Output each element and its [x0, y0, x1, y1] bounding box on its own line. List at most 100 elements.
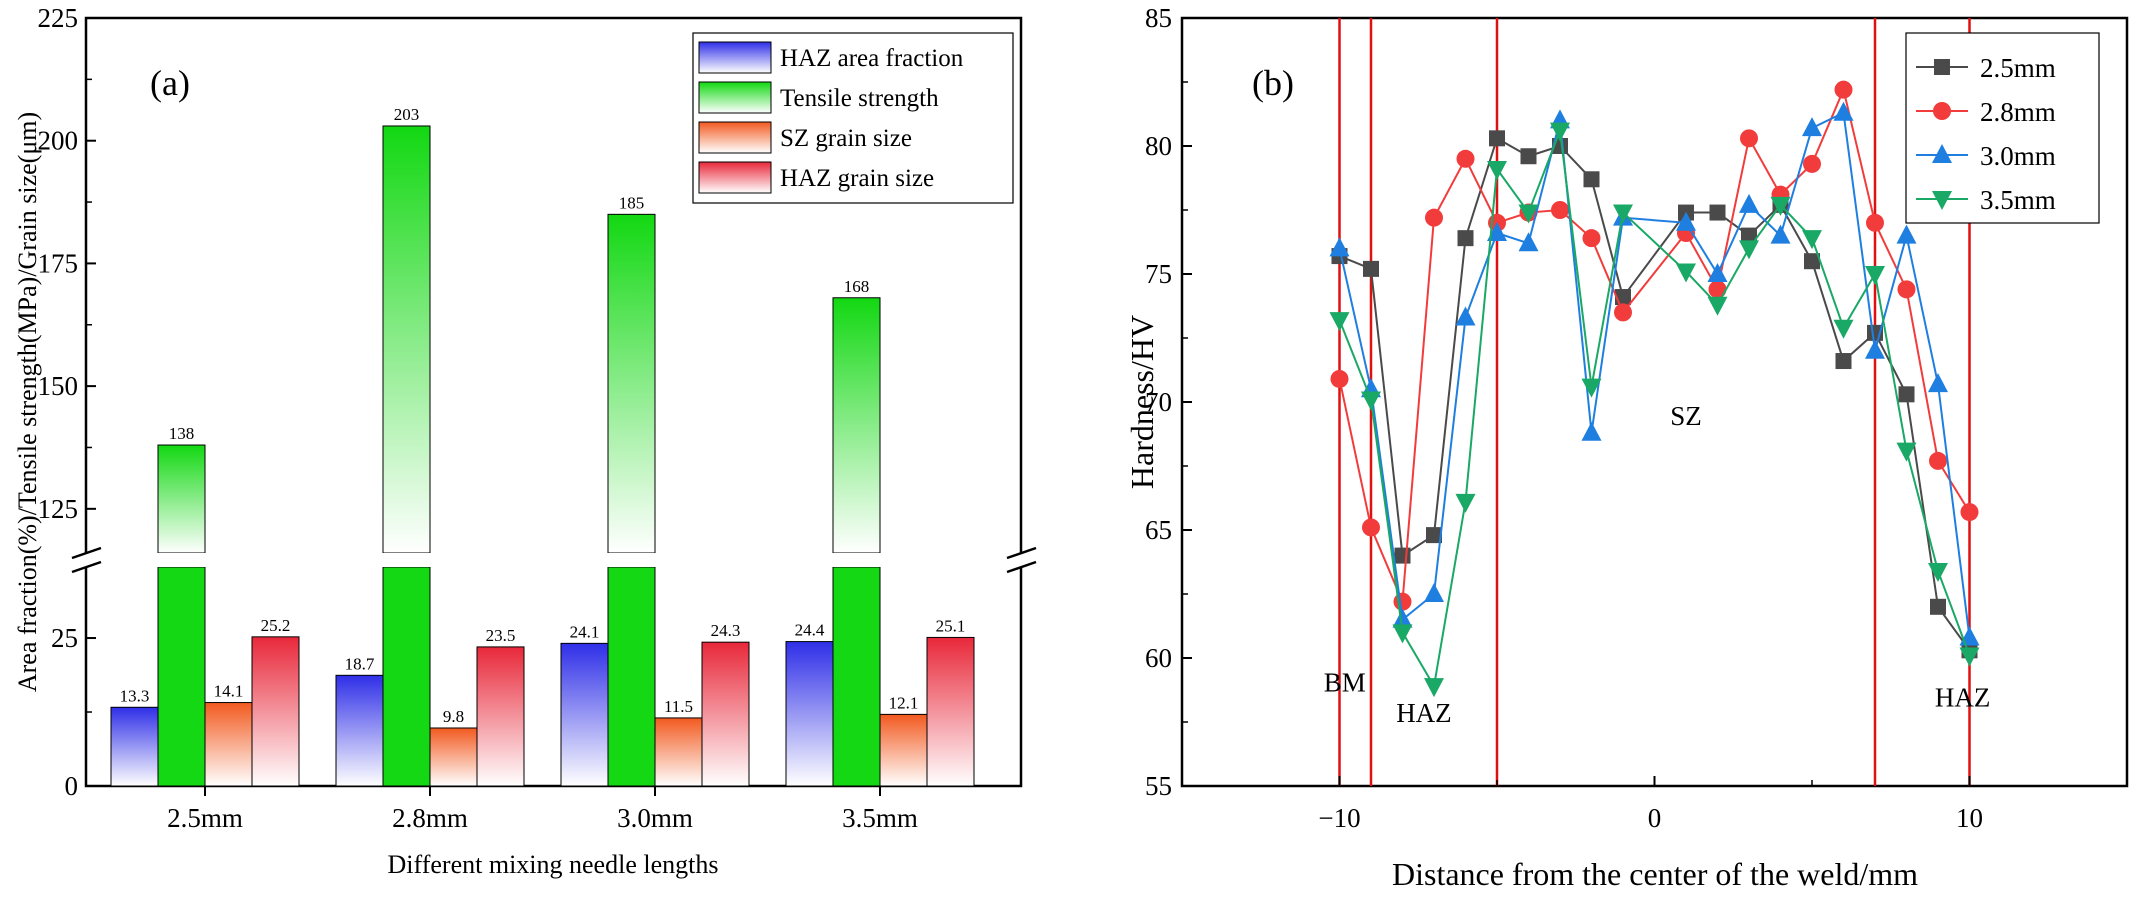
zone-annotations: BM HAZ SZ HAZ: [1324, 401, 1991, 728]
marker-triangle-down: [1928, 562, 1948, 582]
marker-triangle-up: [1487, 222, 1507, 242]
legend-label: Tensile strength: [780, 85, 939, 112]
panel-b-line-chart: 55 60 65 70 75 80 85 −10 0 10 BM HAZ SZ HAZ (b) Dist…: [1124, 3, 2129, 892]
marker-circle: [1933, 102, 1951, 120]
legend-swatch-3: [698, 161, 772, 194]
marker-circle: [1582, 229, 1601, 248]
x-tick-label: −10: [1318, 803, 1360, 833]
marker-triangle-down: [1392, 624, 1413, 644]
marker-square: [1426, 527, 1442, 544]
y-tick-label: 85: [1145, 3, 1172, 33]
marker-circle: [1456, 149, 1475, 168]
marker-triangle-down: [1550, 122, 1570, 142]
x-tick-label: 0: [1648, 803, 1662, 833]
axis-break-mark: [71, 546, 102, 560]
marker-triangle-up: [1928, 373, 1948, 393]
series-2.5mm: [1331, 130, 1978, 659]
y-axis-ticks-a: 125 150 175 200 225 0 25: [38, 3, 1023, 801]
series-line: [1338, 130, 1971, 690]
marker-triangle-down: [1455, 493, 1476, 513]
marker-circle: [1362, 518, 1380, 537]
marker-triangle-down: [1361, 391, 1381, 411]
marker-square: [1934, 59, 1950, 75]
marker-square: [1898, 386, 1915, 403]
bar-haz-grain-size-3: [926, 636, 975, 787]
panel-label-b: (b): [1252, 63, 1294, 103]
x-tick-label: 3.0mm: [617, 803, 693, 833]
marker-triangle-up: [1896, 224, 1917, 244]
y-tick-label: 225: [38, 3, 79, 33]
data-label: 24.1: [570, 622, 600, 641]
marker-triangle-up: [1424, 583, 1444, 602]
series-2.8mm: [1330, 80, 1979, 611]
data-label: 9.8: [443, 707, 464, 726]
zone-annotation: SZ: [1670, 401, 1702, 431]
marker-circle: [1425, 208, 1443, 227]
marker-triangle-down: [1833, 319, 1854, 339]
series-line: [1338, 111, 1971, 638]
x-axis-label-b: Distance from the center of the weld/mm: [1392, 856, 1918, 892]
axis-break-mark: [1006, 560, 1037, 574]
marker-circle: [1614, 303, 1632, 322]
legend-label: SZ grain size: [780, 125, 912, 152]
bar-sz-grain-size-2: [654, 717, 703, 787]
zone-annotation: HAZ: [1935, 683, 1991, 713]
marker-circle: [1740, 129, 1758, 148]
bar-haz-grain-size-1: [476, 646, 525, 787]
bar-tensile-strength-3: [832, 297, 881, 554]
y-tick-label: 175: [38, 248, 79, 278]
marker-triangle-up: [1518, 232, 1539, 252]
marker-triangle-up: [1329, 237, 1350, 257]
marker-triangle-up: [1676, 211, 1696, 231]
legend-label: HAZ grain size: [780, 165, 934, 192]
marker-triangle-down: [1932, 191, 1952, 210]
data-label: 25.1: [936, 616, 966, 635]
bar-haz-area-fraction-2: [560, 642, 609, 787]
marker-square: [1363, 260, 1379, 277]
marker-triangle-down: [1802, 230, 1822, 250]
marker-triangle-down: [1424, 678, 1444, 698]
zone-annotation: BM: [1324, 667, 1366, 697]
y-tick-label: 55: [1145, 771, 1172, 801]
legend-label: 3.5mm: [1980, 185, 2056, 215]
line-series-group: [1329, 80, 1980, 698]
axis-break-marks: [71, 546, 1037, 574]
y-tick-label: 125: [38, 494, 79, 524]
axis-break-mark: [1006, 546, 1037, 560]
bar-tensile-strength-lower-0: [157, 566, 206, 787]
y-tick-label: 200: [38, 126, 79, 156]
legend-a: HAZ area fraction Tensile strength SZ grai…: [692, 32, 1014, 204]
marker-triangle-up: [1802, 117, 1822, 137]
legend-label: 2.5mm: [1980, 53, 2056, 83]
x-tick-label: 2.5mm: [167, 803, 243, 833]
panel-label-a: (a): [150, 63, 190, 103]
marker-triangle-up: [1392, 608, 1413, 628]
marker-square: [1394, 547, 1411, 564]
marker-triangle-down: [1959, 647, 1980, 667]
bar-sz-grain-size-0: [204, 702, 253, 787]
legend-label: 2.8mm: [1980, 97, 2056, 127]
bar-series-group: 13.3 18.7 24.1 24.4 138 203 185 168 14.1 9.8 11.5 1…: [80, 105, 1030, 787]
marker-triangle-down: [1865, 266, 1885, 285]
data-label: 23.5: [486, 626, 516, 645]
series-3.5mm: [1329, 122, 1980, 698]
data-label: 185: [619, 193, 645, 212]
bar-haz-area-fraction-0: [110, 706, 159, 787]
marker-triangle-up: [1455, 306, 1476, 326]
y-axis-label-a: Area fraction(%)/Tensile strength(MPa)/G…: [13, 112, 42, 692]
marker-square: [1709, 204, 1726, 221]
marker-square: [1804, 253, 1820, 270]
marker-circle: [1866, 213, 1884, 232]
legend-swatch-1: [698, 81, 772, 114]
bar-tensile-strength-0: [157, 444, 206, 554]
marker-square: [1457, 230, 1474, 247]
marker-circle: [1330, 369, 1349, 388]
y-tick-label: 70: [1145, 387, 1172, 417]
y-tick-label: 75: [1145, 259, 1172, 289]
marker-triangle-down: [1739, 240, 1759, 260]
marker-triangle-up: [1865, 339, 1885, 359]
marker-triangle-down: [1613, 204, 1633, 224]
marker-triangle-up: [1739, 193, 1759, 213]
marker-triangle-down: [1770, 196, 1791, 216]
